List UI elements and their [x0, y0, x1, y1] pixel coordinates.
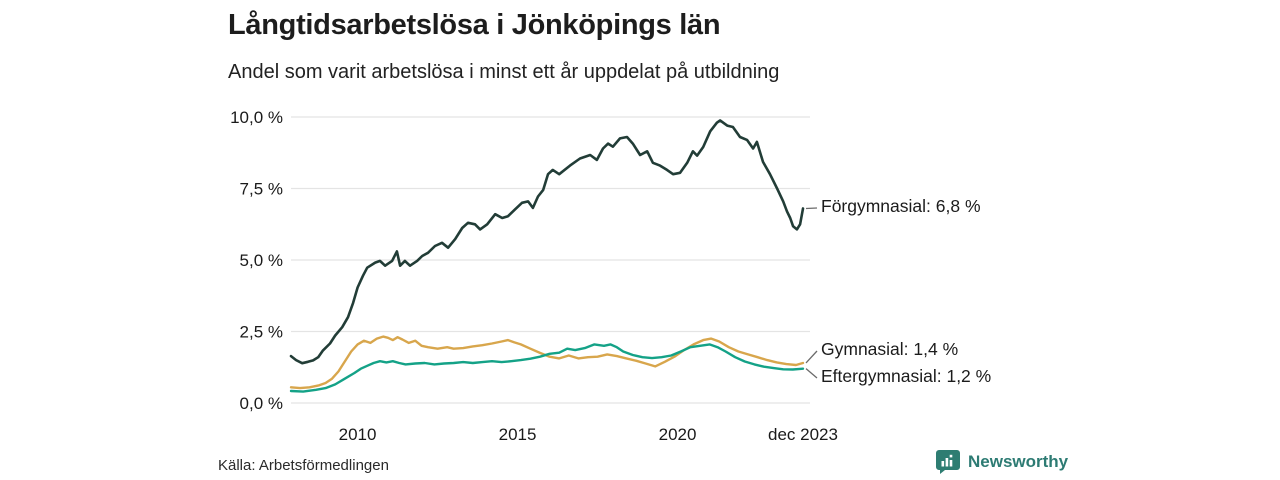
- y-tick-label: 2,5 %: [240, 323, 283, 342]
- x-tick-label: dec 2023: [768, 425, 838, 444]
- series-end-label-gymnasial: Gymnasial: 1,4 %: [821, 339, 959, 359]
- newsworthy-wordmark: Newsworthy: [968, 452, 1069, 471]
- x-tick-label: 2020: [659, 425, 697, 444]
- series-line-frgymnasial: [289, 119, 805, 365]
- newsworthy-logo: Newsworthy: [936, 450, 1068, 474]
- source-note: Källa: Arbetsförmedlingen: [218, 457, 389, 474]
- x-tick-label: 2010: [339, 425, 377, 444]
- label-connector: [805, 207, 818, 210]
- bar-chart-speech-bubble-icon: [936, 450, 960, 474]
- y-tick-label: 5,0 %: [240, 251, 283, 270]
- label-connector: [805, 368, 818, 379]
- y-tick-label: 10,0 %: [230, 108, 283, 127]
- y-tick-label: 0,0 %: [240, 394, 283, 413]
- series-end-label-forgymnasial: Förgymnasial: 6,8 %: [821, 196, 981, 216]
- x-tick-label: 2015: [499, 425, 537, 444]
- series-end-label-eftergymnasial: Eftergymnasial: 1,2 %: [821, 366, 992, 386]
- chart-subtitle: Andel som varit arbetslösa i minst ett å…: [228, 61, 780, 83]
- label-connector: [805, 350, 818, 364]
- series-line-eftergymnasial: [289, 343, 805, 393]
- series-line-gymnasial: [289, 335, 805, 390]
- page-title: Långtidsarbetslösa i Jönköpings län: [228, 9, 721, 41]
- y-tick-label: 7,5 %: [240, 180, 283, 199]
